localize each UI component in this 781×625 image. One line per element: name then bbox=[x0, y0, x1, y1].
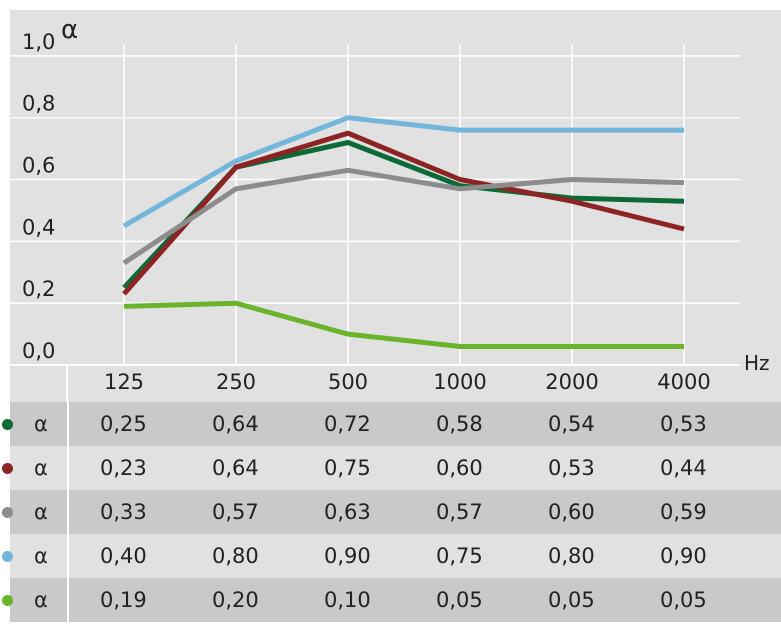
table-cell: 0,58 bbox=[436, 412, 483, 436]
table-cell: 0,53 bbox=[548, 456, 595, 480]
x-tick-label: 125 bbox=[104, 370, 144, 394]
table-cell: 0,64 bbox=[212, 412, 259, 436]
table-row: α 0,33 0,57 0,63 0,57 0,60 0,59 bbox=[2, 490, 781, 534]
table-cell: 0,80 bbox=[548, 544, 595, 568]
table-cell: 0,10 bbox=[324, 588, 371, 612]
table-cell: 0,44 bbox=[660, 456, 707, 480]
series-marker-dot bbox=[2, 595, 13, 606]
series-marker-dot bbox=[2, 551, 13, 562]
table-cell: 0,05 bbox=[548, 588, 595, 612]
table-cell: 0,23 bbox=[100, 456, 147, 480]
table-cell: 0,25 bbox=[100, 412, 147, 436]
row-symbol: α bbox=[34, 500, 48, 524]
row-symbol: α bbox=[34, 544, 48, 568]
y-tick-label: 0,8 bbox=[22, 92, 55, 116]
x-tick-label: 250 bbox=[216, 370, 256, 394]
x-tick-label: 500 bbox=[328, 370, 368, 394]
table-row: α 0,23 0,64 0,75 0,60 0,53 0,44 bbox=[2, 446, 781, 490]
table-cell: 0,60 bbox=[436, 456, 483, 480]
table-cell: 0,20 bbox=[212, 588, 259, 612]
table-cell: 0,19 bbox=[100, 588, 147, 612]
table-cell: 0,05 bbox=[436, 588, 483, 612]
table-cell: 0,57 bbox=[212, 500, 259, 524]
table-cell: 0,75 bbox=[436, 544, 483, 568]
table-cell: 0,75 bbox=[324, 456, 371, 480]
table-row: α 0,19 0,20 0,10 0,05 0,05 0,05 bbox=[2, 578, 781, 622]
x-tick-label: 4000 bbox=[657, 370, 710, 394]
series-marker-dot bbox=[2, 463, 13, 474]
x-tick-label: 2000 bbox=[545, 370, 598, 394]
series-marker-dot bbox=[2, 419, 13, 430]
column-divider bbox=[67, 446, 69, 490]
table-cell: 0,90 bbox=[660, 544, 707, 568]
y-tick-label: 0,2 bbox=[22, 277, 55, 301]
series-line-4 bbox=[122, 115, 684, 229]
table-cell: 0,05 bbox=[660, 588, 707, 612]
y-tick-label: 0,6 bbox=[22, 154, 55, 178]
x-axis-label: Hz bbox=[744, 351, 770, 375]
table-cell: 0,33 bbox=[100, 500, 147, 524]
series-line-5 bbox=[123, 300, 684, 349]
plot-background bbox=[10, 10, 781, 402]
table-cell: 0,60 bbox=[548, 500, 595, 524]
line-chart: 0,0 0,2 0,4 0,6 0,8 1,0 α 125 250 500 1000 2000 4000… bbox=[10, 10, 781, 402]
table-cell: 0,59 bbox=[660, 500, 707, 524]
column-divider bbox=[67, 534, 69, 578]
series-line-2 bbox=[122, 130, 685, 296]
row-symbol: α bbox=[34, 588, 48, 612]
column-divider bbox=[67, 490, 69, 534]
table-cell: 0,57 bbox=[436, 500, 483, 524]
y-tick-label: 1,0 bbox=[22, 30, 55, 54]
column-divider bbox=[67, 402, 69, 446]
table-cell: 0,63 bbox=[324, 500, 371, 524]
table-cell: 0,80 bbox=[212, 544, 259, 568]
row-symbol: α bbox=[34, 456, 48, 480]
series-line-3 bbox=[122, 167, 685, 266]
table-cell: 0,64 bbox=[212, 456, 259, 480]
table-cell: 0,90 bbox=[324, 544, 371, 568]
table-row: α 0,25 0,64 0,72 0,58 0,54 0,53 bbox=[2, 402, 781, 446]
table-row: α 0,40 0,80 0,90 0,75 0,80 0,90 bbox=[2, 534, 781, 578]
y-tick-label: 0,4 bbox=[22, 215, 55, 239]
column-divider bbox=[67, 578, 69, 622]
table-cell: 0,72 bbox=[324, 412, 371, 436]
series-marker-dot bbox=[2, 507, 13, 518]
y-tick-label: 0,0 bbox=[22, 339, 55, 363]
table-cell: 0,40 bbox=[100, 544, 147, 568]
y-axis-label: α bbox=[61, 15, 78, 45]
table-cell: 0,54 bbox=[548, 412, 595, 436]
x-tick-label: 1000 bbox=[433, 370, 486, 394]
row-symbol: α bbox=[34, 412, 48, 436]
table-cell: 0,53 bbox=[660, 412, 707, 436]
